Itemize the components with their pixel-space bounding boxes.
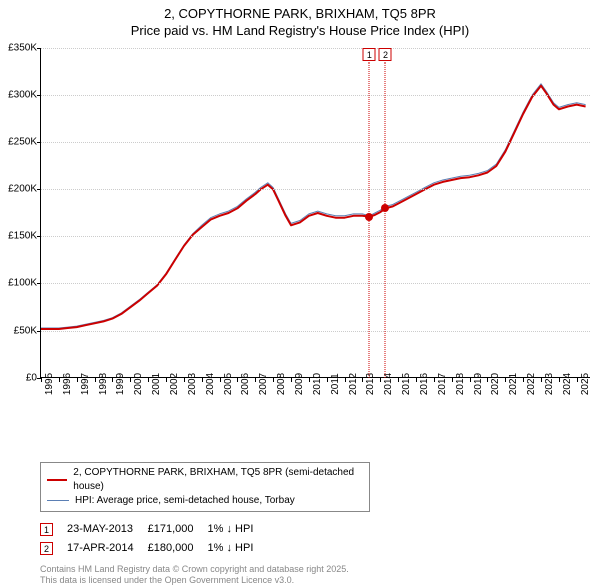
y-tick-label: £50K xyxy=(1,325,37,336)
sale-dot xyxy=(365,213,373,221)
sale-marker-2: 2 xyxy=(40,542,53,555)
x-tick-label: 2019 xyxy=(473,373,484,395)
legend-row-price-paid: 2, COPYTHORNE PARK, BRIXHAM, TQ5 8PR (se… xyxy=(47,466,363,494)
x-tick-label: 2023 xyxy=(544,373,555,395)
x-tick-label: 2025 xyxy=(580,373,591,395)
chart-area: £0£50K£100K£150K£200K£250K£300K£350K1995… xyxy=(40,48,590,418)
title-subtitle: Price paid vs. HM Land Registry's House … xyxy=(0,23,600,40)
plot-region: £0£50K£100K£150K£200K£250K£300K£350K1995… xyxy=(40,48,590,378)
title-address: 2, COPYTHORNE PARK, BRIXHAM, TQ5 8PR xyxy=(0,6,600,23)
x-tick-label: 1996 xyxy=(62,373,73,395)
sale-marker-box: 2 xyxy=(379,48,392,61)
x-tick-label: 2008 xyxy=(276,373,287,395)
x-tick-label: 2000 xyxy=(133,373,144,395)
x-tick-label: 2010 xyxy=(312,373,323,395)
sale-price-2: £180,000 xyxy=(148,539,208,558)
sale-row-1: 1 23-MAY-2013 £171,000 1% ↓ HPI xyxy=(40,520,267,539)
y-tick-label: £100K xyxy=(1,278,37,289)
x-tick-label: 2020 xyxy=(490,373,501,395)
gridline-h xyxy=(41,236,590,237)
line-series-svg xyxy=(41,48,591,378)
sale-marker-1: 1 xyxy=(40,523,53,536)
x-tick-label: 2003 xyxy=(187,373,198,395)
x-tick-label: 2007 xyxy=(258,373,269,395)
x-tick-label: 1995 xyxy=(44,373,55,395)
y-tick-label: £0 xyxy=(1,372,37,383)
chart-title: 2, COPYTHORNE PARK, BRIXHAM, TQ5 8PR Pri… xyxy=(0,0,600,40)
x-tick-label: 2002 xyxy=(169,373,180,395)
sale-delta-1: 1% ↓ HPI xyxy=(208,520,268,539)
legend-swatch-hpi xyxy=(47,500,69,501)
x-tick-label: 2022 xyxy=(526,373,537,395)
sale-row-2: 2 17-APR-2014 £180,000 1% ↓ HPI xyxy=(40,539,267,558)
x-tick-label: 2021 xyxy=(508,373,519,395)
x-tick-label: 2012 xyxy=(348,373,359,395)
y-tick-label: £300K xyxy=(1,89,37,100)
y-tick-label: £150K xyxy=(1,231,37,242)
sale-date-1: 23-MAY-2013 xyxy=(67,520,148,539)
gridline-h xyxy=(41,283,590,284)
x-tick-label: 2016 xyxy=(419,373,430,395)
gridline-h xyxy=(41,48,590,49)
legend-swatch-price-paid xyxy=(47,479,67,481)
footer-line2: This data is licensed under the Open Gov… xyxy=(40,575,600,587)
y-tick-label: £250K xyxy=(1,137,37,148)
sale-vline xyxy=(385,62,386,378)
gridline-h xyxy=(41,189,590,190)
x-tick-label: 2004 xyxy=(205,373,216,395)
sales-table: 1 23-MAY-2013 £171,000 1% ↓ HPI 2 17-APR… xyxy=(40,520,600,558)
footer-line1: Contains HM Land Registry data © Crown c… xyxy=(40,564,600,576)
series-line-hpi xyxy=(41,84,586,328)
legend-label-hpi: HPI: Average price, semi-detached house,… xyxy=(75,494,295,508)
x-tick-label: 2024 xyxy=(562,373,573,395)
x-tick-label: 1998 xyxy=(98,373,109,395)
gridline-h xyxy=(41,331,590,332)
sale-delta-2: 1% ↓ HPI xyxy=(208,539,268,558)
sale-marker-box: 1 xyxy=(363,48,376,61)
footer: Contains HM Land Registry data © Crown c… xyxy=(40,564,600,587)
legend-row-hpi: HPI: Average price, semi-detached house,… xyxy=(47,494,363,508)
gridline-h xyxy=(41,95,590,96)
x-tick-label: 2011 xyxy=(330,373,341,395)
x-tick-label: 2015 xyxy=(401,373,412,395)
sale-date-2: 17-APR-2014 xyxy=(67,539,148,558)
x-tick-label: 2009 xyxy=(294,373,305,395)
gridline-h xyxy=(41,142,590,143)
y-tick-label: £200K xyxy=(1,184,37,195)
x-tick-label: 1997 xyxy=(80,373,91,395)
x-tick-label: 2006 xyxy=(240,373,251,395)
x-tick-label: 2005 xyxy=(223,373,234,395)
x-tick-label: 2018 xyxy=(455,373,466,395)
x-tick-label: 1999 xyxy=(115,373,126,395)
sale-dot xyxy=(381,204,389,212)
y-tick-label: £350K xyxy=(1,42,37,53)
x-tick-label: 2017 xyxy=(437,373,448,395)
legend-label-price-paid: 2, COPYTHORNE PARK, BRIXHAM, TQ5 8PR (se… xyxy=(73,466,363,494)
x-tick-label: 2001 xyxy=(151,373,162,395)
sale-price-1: £171,000 xyxy=(148,520,208,539)
series-line-price_paid xyxy=(41,85,586,328)
x-tick-label: 2013 xyxy=(365,373,376,395)
legend: 2, COPYTHORNE PARK, BRIXHAM, TQ5 8PR (se… xyxy=(40,462,370,512)
